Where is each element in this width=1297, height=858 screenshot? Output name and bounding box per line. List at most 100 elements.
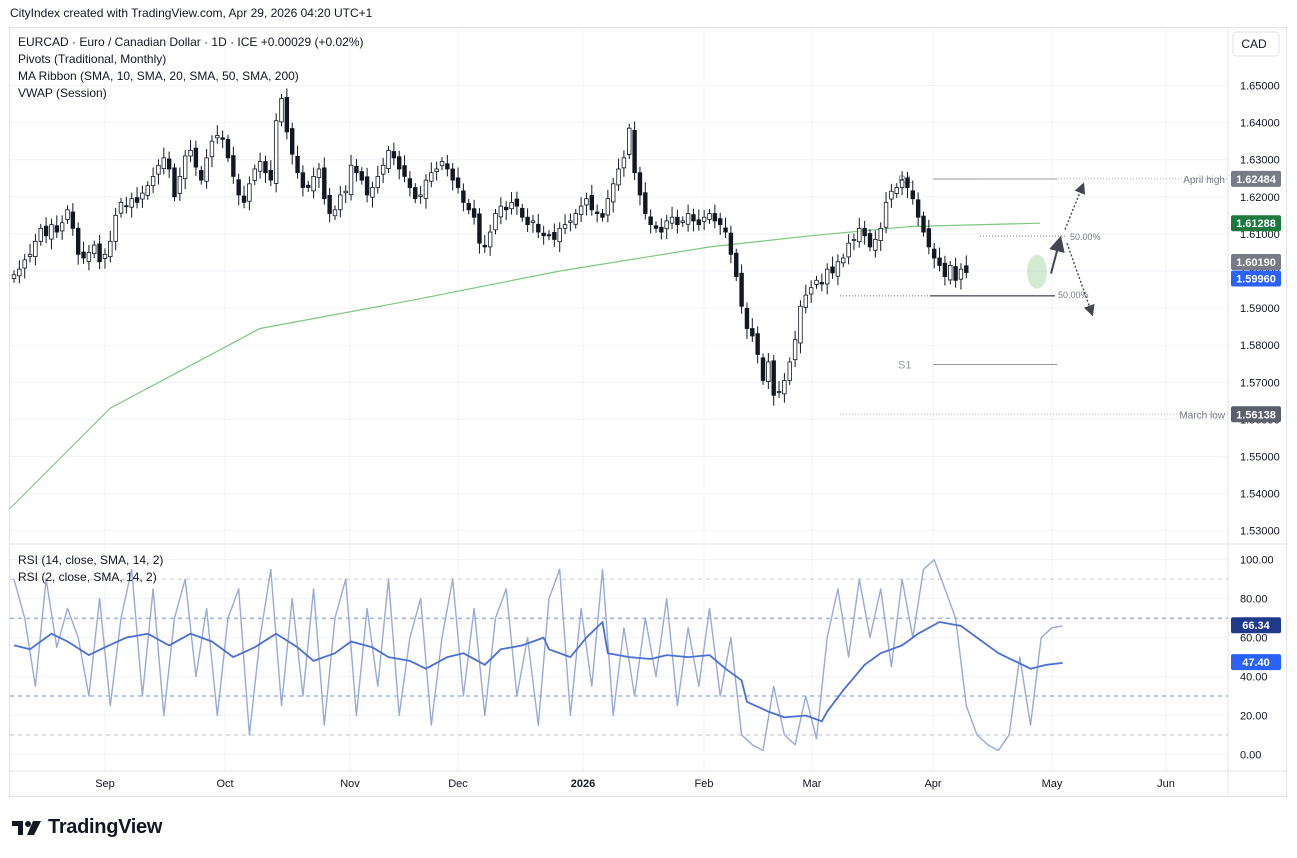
candle <box>707 209 712 224</box>
candle <box>327 187 332 223</box>
candle <box>268 160 273 187</box>
candle <box>284 88 290 140</box>
candle-body <box>54 225 59 233</box>
arrow-up-dotted <box>1064 182 1086 230</box>
candle <box>65 205 70 224</box>
candle-body <box>81 251 86 259</box>
candle <box>835 254 841 286</box>
price-axis: 1.650001.640001.630001.620001.610001.600… <box>1231 31 1281 761</box>
candle <box>455 167 461 194</box>
candle-body <box>498 205 504 218</box>
candle-body <box>557 227 562 243</box>
candle <box>600 209 605 222</box>
march-low-badge: 1.56138 <box>1231 406 1281 423</box>
candle <box>520 203 525 222</box>
march-low-badge-bg <box>1231 406 1281 423</box>
candle <box>621 150 627 177</box>
candle-body <box>685 213 691 225</box>
candle <box>964 255 969 279</box>
rsi2-badge-text: 66.34 <box>1242 620 1270 632</box>
candle <box>803 284 808 314</box>
candle-body <box>899 179 905 188</box>
candle <box>434 161 439 181</box>
candle <box>134 187 140 209</box>
candle-body <box>600 213 605 218</box>
legend-vwap[interactable]: VWAP (Session) <box>18 86 107 100</box>
candle <box>236 173 241 206</box>
candle-body <box>739 272 744 307</box>
candle <box>814 275 819 289</box>
candle-body <box>937 257 942 266</box>
candle <box>546 230 552 241</box>
candle-body <box>311 176 316 192</box>
candle-body <box>648 216 653 226</box>
candle <box>118 197 124 218</box>
candle <box>129 192 134 218</box>
sma-200-layer <box>9 222 1041 509</box>
current-price-badge-text: 1.59960 <box>1236 273 1276 285</box>
candle-body <box>744 308 750 329</box>
candle <box>396 150 402 180</box>
price-tick-label: 1.53000 <box>1240 526 1280 538</box>
candle-body <box>65 209 70 220</box>
candle-body <box>11 274 17 279</box>
legend-ma-ribbon[interactable]: MA Ribbon (SMA, 10, SMA, 20, SMA, 50, SM… <box>18 69 299 83</box>
candle <box>38 223 43 246</box>
candle-body <box>215 135 220 139</box>
candle <box>632 121 637 181</box>
candle <box>873 230 878 258</box>
candle-body <box>873 239 878 251</box>
candle-body <box>616 168 621 186</box>
candle-body <box>867 233 873 248</box>
candle-body <box>841 257 846 264</box>
candle-body <box>573 213 578 225</box>
candle-body <box>894 187 899 194</box>
candle-body <box>921 215 926 233</box>
candle <box>354 158 359 182</box>
candle-body <box>145 185 150 196</box>
candle <box>830 256 835 279</box>
candle-body <box>108 240 113 257</box>
candle-body <box>209 140 215 158</box>
price-tick-label: 1.61000 <box>1240 229 1280 241</box>
rsi-tick-label: 0.00 <box>1240 749 1261 761</box>
candle-body <box>257 161 263 172</box>
candle-body <box>835 261 841 277</box>
candle <box>750 318 755 342</box>
time-tick-label: Nov <box>340 778 360 790</box>
candle-body <box>204 157 209 182</box>
candle-body <box>514 198 520 207</box>
candle-body <box>113 214 118 242</box>
candle <box>659 218 664 240</box>
legend-rsi2[interactable]: RSI (2, close, SMA, 14, 2) <box>18 570 157 584</box>
candle-body <box>439 161 445 167</box>
price-tick-label: 1.62000 <box>1240 192 1280 204</box>
candle-body <box>33 240 38 257</box>
tradingview-logo[interactable]: TradingView <box>12 816 162 839</box>
candle-body <box>723 227 728 233</box>
time-axis: Sep Oct Nov Dec 2026 Feb Mar Apr May Jun <box>95 778 1175 790</box>
candle <box>808 280 814 303</box>
candle <box>145 181 150 200</box>
time-tick-label: 2026 <box>571 778 595 790</box>
price-tick-label: 1.64000 <box>1240 118 1280 130</box>
candle-body <box>129 198 134 208</box>
candle-body <box>102 253 108 259</box>
candle <box>648 209 653 234</box>
legend-pivots[interactable]: Pivots (Traditional, Monthly) <box>18 52 167 66</box>
candle <box>675 209 680 234</box>
candle-body <box>22 259 27 269</box>
time-tick-label: Sep <box>95 778 115 790</box>
candle-body <box>964 265 969 273</box>
candle <box>771 354 776 406</box>
price-tick-label: 1.59000 <box>1240 303 1280 315</box>
legend-symbol[interactable]: EURCAD · Euro / Canadian Dollar · 1D · I… <box>18 35 364 49</box>
legend-rsi14[interactable]: RSI (14, close, SMA, 14, 2) <box>18 553 164 567</box>
candle-body <box>750 328 755 337</box>
candle <box>525 208 530 233</box>
candle-body <box>948 265 953 281</box>
march-low-badge-text: 1.56138 <box>1236 409 1276 421</box>
candle-body <box>857 227 862 243</box>
candle <box>573 209 578 229</box>
